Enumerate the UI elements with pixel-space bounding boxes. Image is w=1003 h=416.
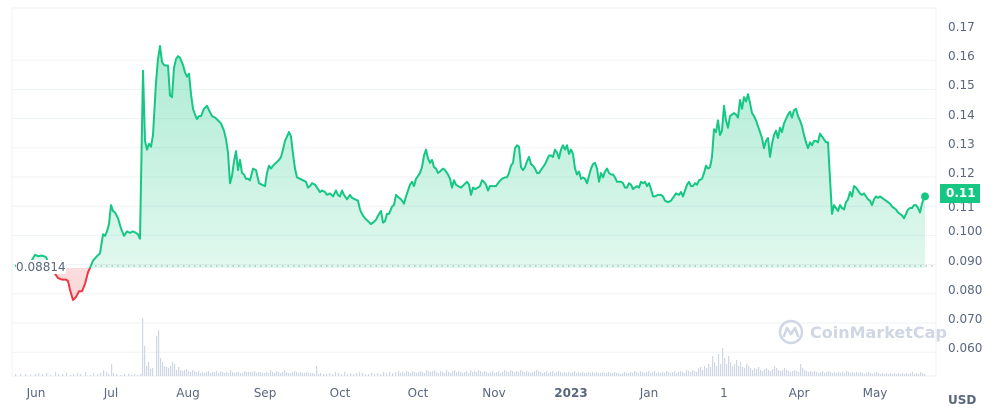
- price-area: [15, 46, 925, 300]
- y-tick-label: 0.13: [948, 136, 975, 151]
- x-tick-label: 1: [720, 386, 728, 400]
- price-line: [14, 45, 926, 301]
- x-tick-label: Nov: [482, 386, 506, 400]
- y-tick-label: 0.060: [948, 341, 983, 356]
- y-tick-label: 0.090: [948, 253, 983, 268]
- x-tick-label: Oct: [329, 386, 351, 400]
- currency-label: USD: [948, 393, 977, 407]
- y-tick-label: 0.16: [948, 49, 975, 64]
- y-tick-label: 0.14: [948, 107, 975, 122]
- watermark-text: CoinMarketCap: [810, 322, 947, 342]
- x-tick-label: Apr: [788, 386, 810, 400]
- y-tick-label: 0.070: [948, 312, 983, 326]
- x-tick-label: Jan: [639, 386, 659, 400]
- y-tick-label: 0.080: [948, 282, 983, 297]
- y-tick-label: 0.15: [948, 78, 975, 93]
- volume-bars: [15, 318, 926, 376]
- reference-price-label: 0.08814: [16, 260, 66, 274]
- watermark: CoinMarketCap: [778, 319, 947, 345]
- x-tick-label: May: [862, 386, 888, 400]
- x-tick-label: Oct: [407, 386, 429, 400]
- y-tick-label: 0.17: [948, 20, 975, 34]
- x-tick-label: 2023: [554, 386, 588, 400]
- x-tick-label: Jun: [26, 386, 46, 400]
- x-tick-label: Jul: [103, 386, 119, 400]
- coinmarketcap-logo-icon: [778, 319, 804, 345]
- y-tick-label: 0.100: [948, 224, 983, 239]
- x-tick-label: Aug: [176, 386, 200, 400]
- current-price-badge: 0.11: [940, 184, 980, 203]
- y-tick-label: 0.11: [948, 200, 975, 215]
- x-tick-label: Sep: [253, 386, 277, 400]
- current-price-dot[interactable]: [921, 192, 929, 201]
- y-tick-label: 0.12: [948, 166, 975, 180]
